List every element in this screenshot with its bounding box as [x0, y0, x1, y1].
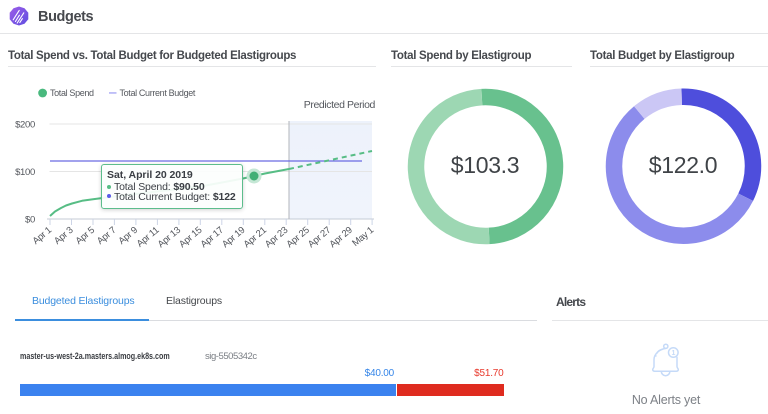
svg-text:$200: $200 [15, 120, 35, 131]
svg-text:$0: $0 [25, 215, 35, 226]
svg-text:1: 1 [671, 350, 675, 357]
svg-text:$100: $100 [15, 167, 35, 178]
